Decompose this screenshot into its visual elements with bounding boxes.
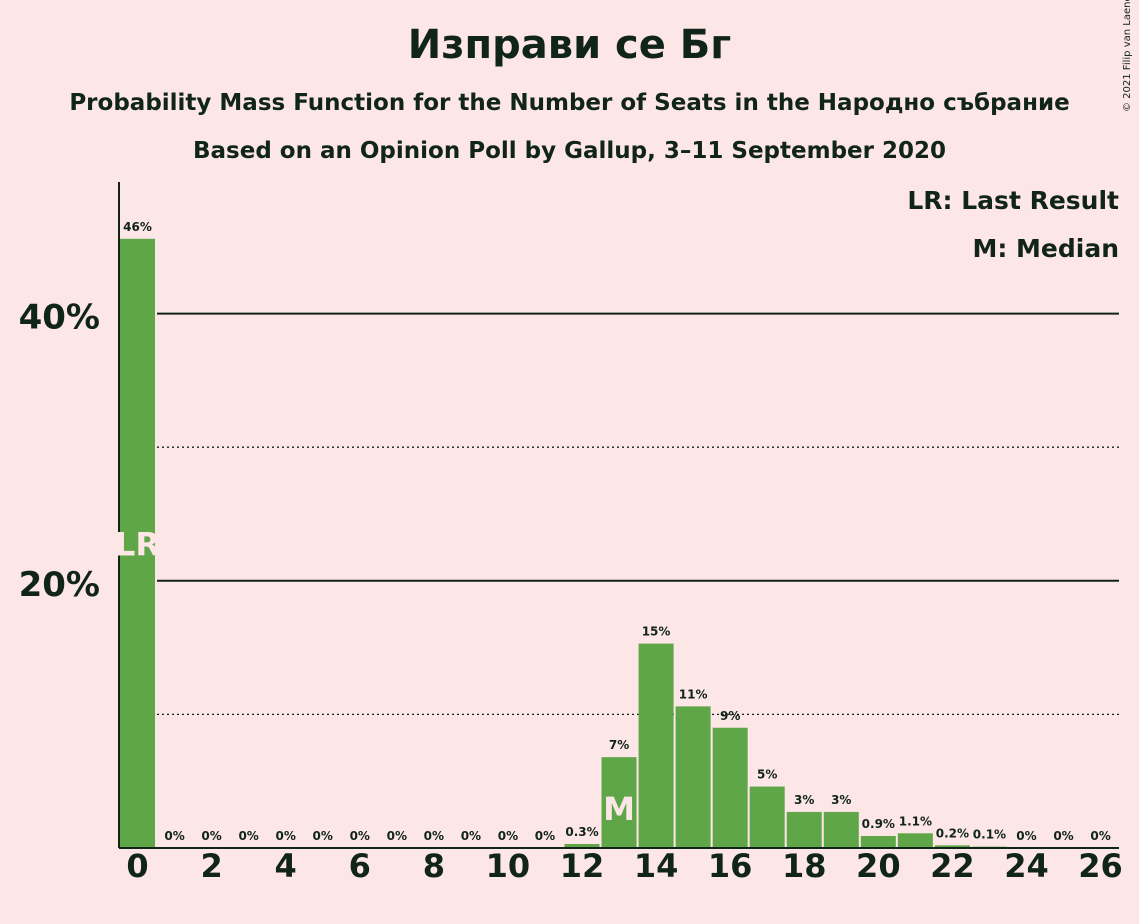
value-label: 0% [275, 829, 295, 843]
bar-value-labels: 46% 0% 0% 0% 0% 0% 0% 0% 0% 0% 0% 0% 0.3% 7% 15% 11% 9% 5… [123, 220, 1111, 843]
chart-subtitle-source: Based on an Opinion Poll by Gallup, 3–11… [192, 138, 946, 164]
x-tick-label: 6 [349, 847, 371, 885]
x-tick-label: 22 [930, 847, 975, 885]
bar-seat-15 [675, 706, 711, 848]
value-label: 0% [387, 829, 407, 843]
value-label: 15% [642, 625, 671, 639]
axes: 20%40%0 2 4 6 8 10 12 14 16 18 20 22 24 26 [19, 182, 1123, 885]
value-label: 0% [1053, 829, 1073, 843]
x-tick-label: 14 [634, 847, 679, 885]
y-tick-label: 40% [19, 298, 100, 338]
value-label: 0.1% [973, 828, 1006, 842]
bar-seat-16 [712, 727, 748, 848]
x-tick-label: 8 [423, 847, 445, 885]
value-label: 0% [461, 829, 481, 843]
value-label: 0.9% [862, 817, 895, 831]
gridlines [157, 312, 1119, 716]
value-label: 0% [313, 829, 333, 843]
value-label: 3% [831, 793, 851, 807]
value-label: 0.2% [936, 826, 969, 840]
legend-last-result: LR: Last Result [907, 186, 1119, 215]
bar-seat-21 [897, 833, 933, 848]
value-label: 0.3% [565, 825, 598, 839]
bar-seat-18 [786, 811, 822, 848]
y-tick-label: 20% [19, 565, 100, 605]
x-tick-label: 18 [782, 847, 827, 885]
median-marker: M [603, 790, 635, 828]
bar-seat-22 [934, 845, 970, 848]
x-tick-label: 2 [200, 847, 222, 885]
value-label: 0% [164, 829, 184, 843]
x-tick-label: 12 [560, 847, 605, 885]
bar-seat-17 [749, 786, 785, 848]
x-tick-label: 24 [1004, 847, 1049, 885]
bar-seat-20 [860, 835, 896, 848]
value-label: 0% [535, 829, 555, 843]
bar-seat-19 [823, 811, 859, 848]
x-tick-label: 20 [856, 847, 901, 885]
x-tick-label: 16 [708, 847, 753, 885]
value-label: 3% [794, 793, 814, 807]
bar-seat-14 [638, 643, 674, 848]
value-label: 0% [1016, 829, 1036, 843]
value-label: 1.1% [899, 814, 932, 828]
x-tick-label: 26 [1078, 847, 1123, 885]
chart-title: Изправи се Бг [407, 22, 732, 68]
value-label: 0% [350, 829, 370, 843]
last-result-marker: LR [115, 525, 160, 563]
value-label: 0% [201, 829, 221, 843]
value-label: 7% [609, 738, 629, 752]
value-label: 0% [424, 829, 444, 843]
bar-seat-12 [564, 843, 600, 848]
result-markers: LR M [115, 525, 635, 828]
x-tick-label: 10 [486, 847, 531, 885]
value-label: 5% [757, 768, 777, 782]
value-label: 9% [720, 709, 740, 723]
bars [120, 238, 1007, 848]
value-label: 0% [238, 829, 258, 843]
bar-seat-13 [601, 757, 637, 848]
value-label: 11% [679, 687, 708, 701]
bar-seat-0 [120, 238, 156, 848]
value-label: 0% [498, 829, 518, 843]
x-tick-label: 0 [126, 847, 148, 885]
chart-subtitle: Probability Mass Function for the Number… [69, 90, 1070, 116]
legend-median: M: Median [972, 234, 1119, 263]
value-label: 46% [123, 220, 152, 234]
x-tick-label: 4 [275, 847, 297, 885]
value-label: 0% [1090, 829, 1110, 843]
